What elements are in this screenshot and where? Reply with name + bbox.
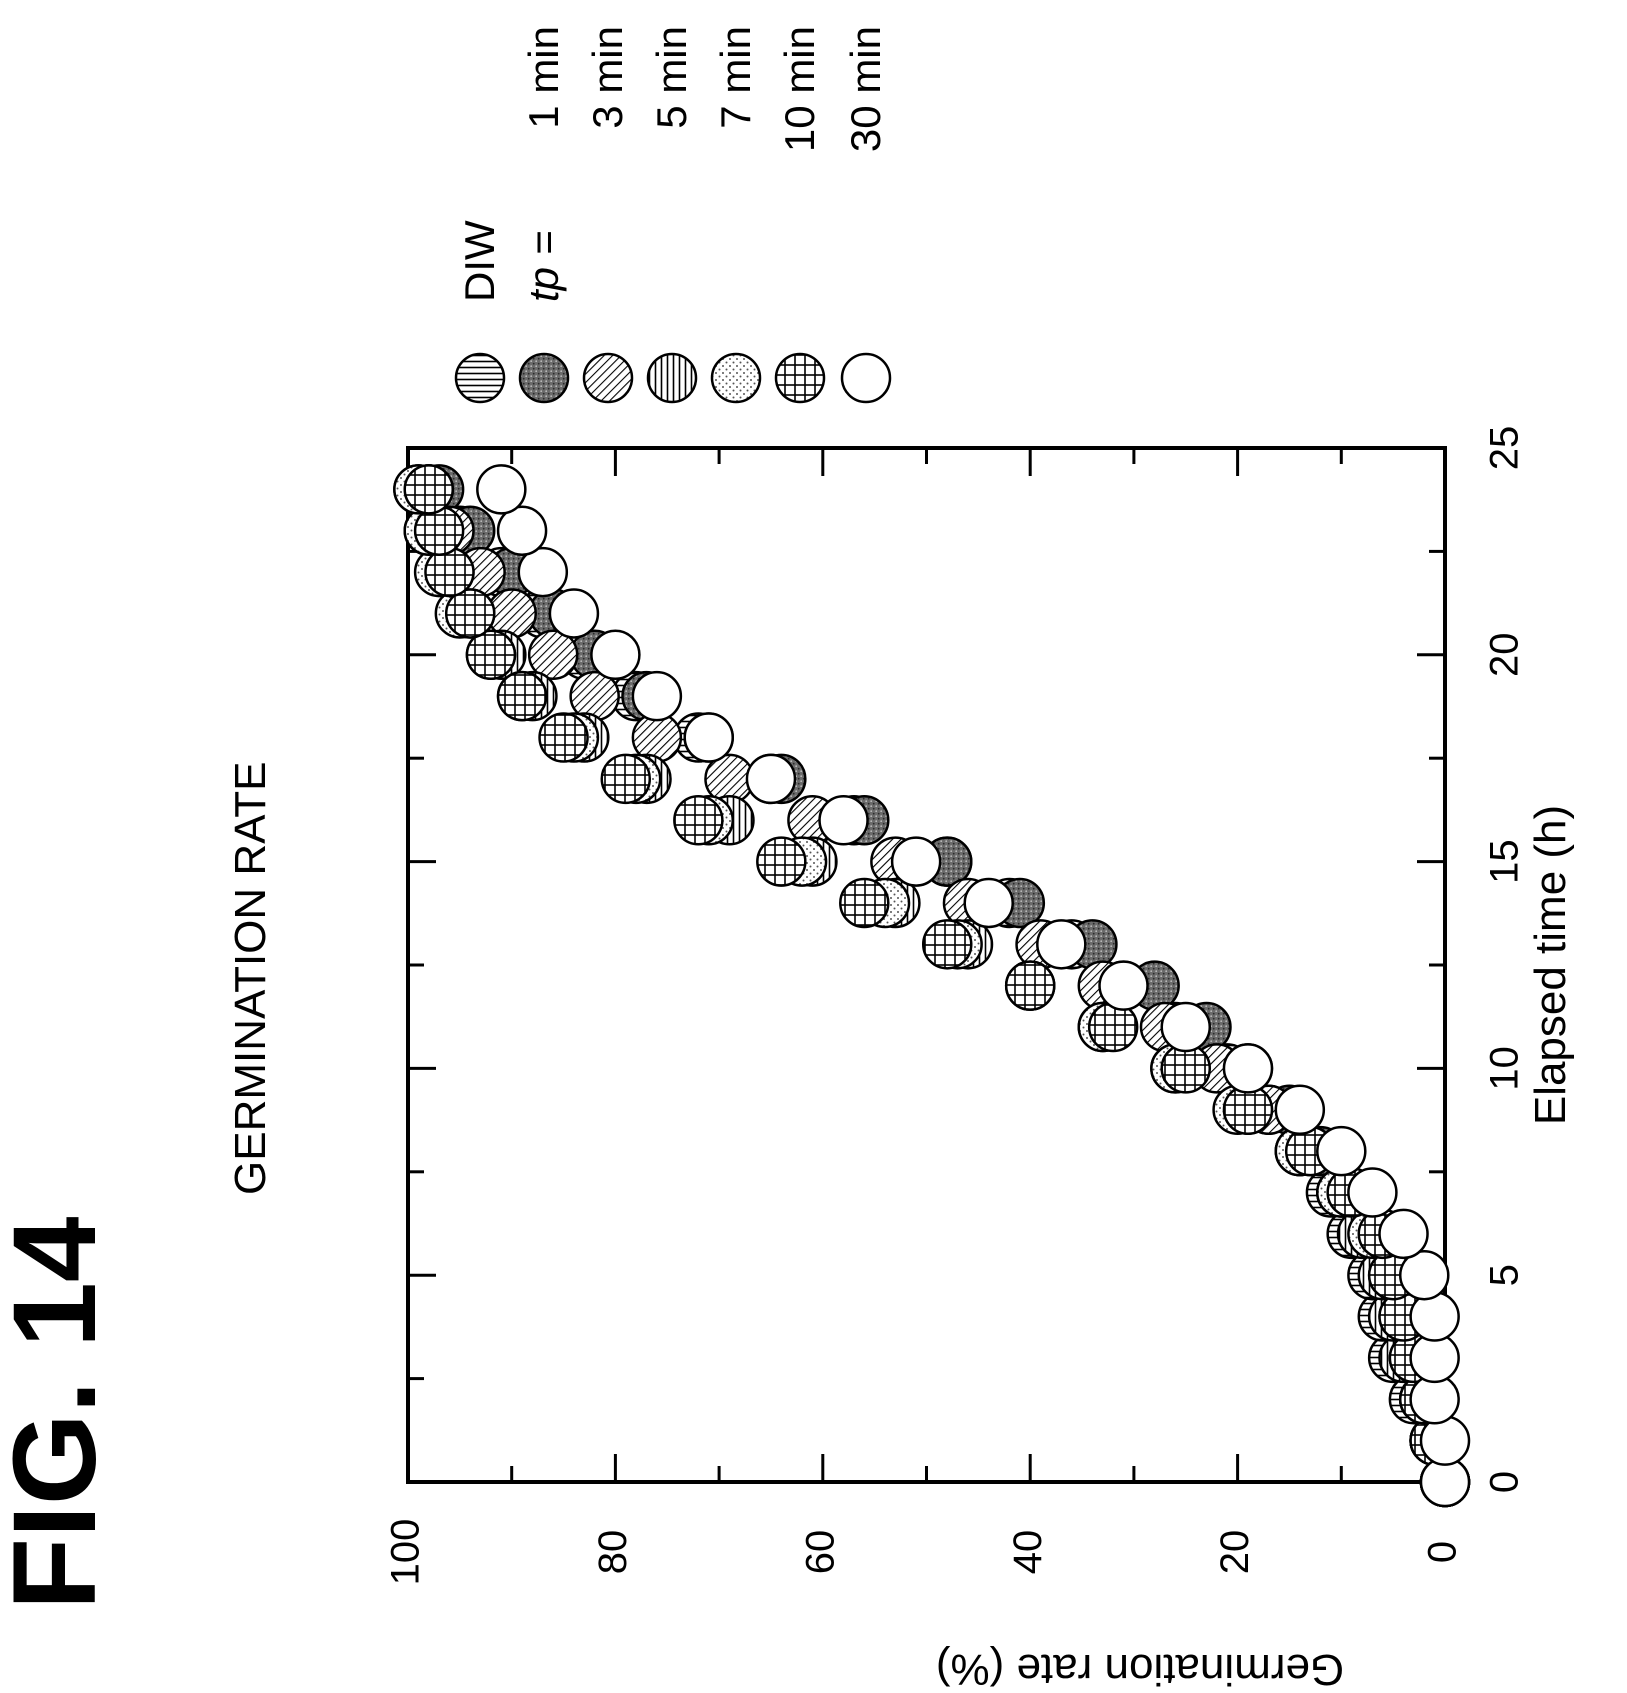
data-point	[496, 670, 548, 722]
data-point	[496, 505, 548, 556]
y-tick-label: 0	[1421, 1541, 1465, 1563]
data-point	[527, 629, 579, 681]
legend-marker	[774, 352, 826, 404]
data-point	[1347, 1167, 1398, 1218]
data-point	[1087, 1001, 1139, 1053]
plot-area: 0 5 10 15 20 25 0 20 40 60 80 100	[384, 426, 1527, 1586]
y-tick-label: 60	[798, 1530, 842, 1575]
legend-label: tp =	[520, 231, 567, 302]
legend-label: 5 min	[648, 26, 695, 129]
legend-label: 10 min	[776, 26, 823, 152]
legend: DIW tp = 1 min 3 min 5 min 7 min 10 min 30 min	[454, 26, 892, 404]
x-tick-label: 0	[1483, 1471, 1527, 1493]
legend-label: 1 min	[520, 26, 567, 129]
data-point	[921, 919, 973, 970]
data-point	[1378, 1208, 1429, 1260]
data-point	[1004, 960, 1056, 1011]
data-point	[465, 629, 517, 681]
x-tick-label: 25	[1483, 426, 1527, 471]
legend-marker	[646, 352, 698, 404]
legend-marker	[710, 352, 762, 404]
data-point	[413, 505, 465, 556]
data-point	[476, 464, 527, 515]
data-point	[517, 546, 569, 598]
data-point	[890, 836, 942, 887]
y-tick-label: 40	[1006, 1530, 1050, 1575]
y-axis-label: Germination rate (%)	[936, 1645, 1344, 1693]
data-point	[1399, 1249, 1450, 1301]
data-point	[673, 794, 724, 846]
data-point	[590, 629, 641, 681]
data-point	[600, 753, 652, 805]
legend-marker	[840, 352, 892, 404]
data-point	[839, 877, 890, 929]
legend-label: 30 min	[842, 26, 889, 152]
x-axis-label: Elapsed time (h)	[1526, 805, 1575, 1125]
data-point	[444, 588, 496, 639]
data-point	[538, 712, 589, 763]
axis-ticks: 0 5 10 15 20 25 0 20 40 60 80 100	[384, 426, 1527, 1586]
legend-label: DIW	[456, 220, 503, 302]
x-tick-label: 5	[1483, 1264, 1527, 1286]
data-point	[1316, 1125, 1367, 1177]
data-point	[1409, 1291, 1460, 1342]
data-point	[683, 712, 734, 763]
data-point	[1098, 960, 1149, 1011]
x-tick-label: 15	[1483, 839, 1527, 884]
data-point	[756, 836, 807, 887]
legend-label: 7 min	[712, 26, 759, 129]
data-point	[963, 877, 1014, 929]
data-point	[548, 588, 600, 639]
data-point	[1160, 1001, 1211, 1053]
data-point	[1036, 919, 1087, 970]
data-point	[1274, 1084, 1326, 1136]
data-point	[1222, 1043, 1274, 1094]
data-point	[818, 794, 869, 846]
legend-marker	[518, 352, 570, 404]
data-point	[1419, 1415, 1471, 1466]
data-point	[631, 670, 683, 722]
legend-marker	[582, 352, 634, 404]
data-point	[745, 753, 797, 805]
chart-title: GERMINATION RATE	[226, 762, 275, 1196]
data-point	[403, 464, 454, 515]
y-tick-label: 80	[591, 1530, 635, 1575]
figure-label: FIG. 14	[0, 1217, 121, 1610]
data-point	[424, 546, 475, 598]
legend-label: 3 min	[584, 26, 631, 129]
legend-marker	[454, 352, 506, 404]
x-tick-label: 20	[1483, 633, 1527, 678]
x-tick-label: 10	[1483, 1046, 1527, 1091]
y-tick-label: 100	[384, 1519, 428, 1586]
data-marks	[393, 464, 1471, 1508]
y-tick-label: 20	[1213, 1530, 1257, 1575]
